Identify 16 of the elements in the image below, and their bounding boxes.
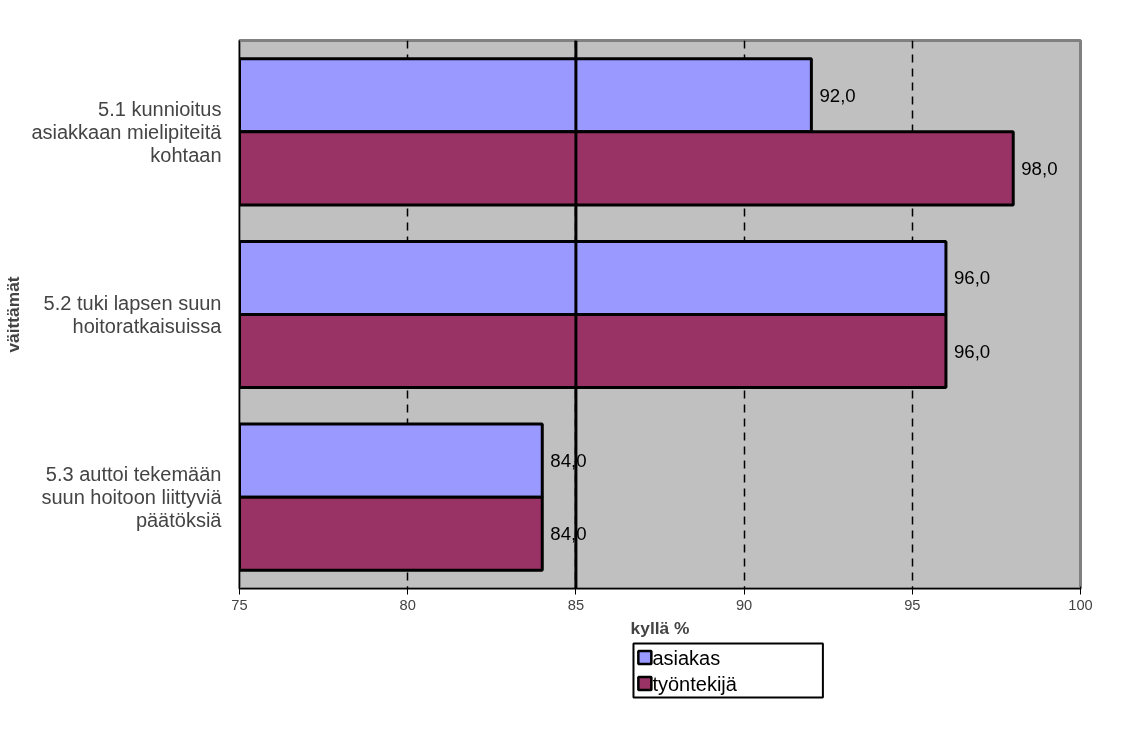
x-tick-label: 75 <box>231 596 248 613</box>
x-tick-label: 95 <box>904 596 921 613</box>
x-tick-label: 100 <box>1068 596 1093 613</box>
data-label: 92,0 <box>819 84 856 106</box>
data-label: 96,0 <box>953 267 991 289</box>
x-tick-label: 90 <box>735 596 753 613</box>
data-label: 98,0 <box>1021 157 1058 179</box>
x-tick-label: 85 <box>567 596 585 613</box>
y-axis-title: väittämät <box>3 276 24 353</box>
legend-label: asiakas <box>652 646 721 669</box>
y-tick-label: 5.1 kunnioitus asiakkaan mielipiteitä kohtaan <box>31 98 223 166</box>
x-tick-label: 80 <box>399 596 416 613</box>
x-axis-title: kyllä % <box>630 617 690 638</box>
y-tick-label: 5.3 auttoi tekemään suun hoitoon liittyviä päätöksiä <box>41 463 223 531</box>
y-tick-label: 5.2 tuki lapsen suun hoitoratkaisuissa <box>43 292 223 337</box>
data-label: 96,0 <box>953 340 991 362</box>
